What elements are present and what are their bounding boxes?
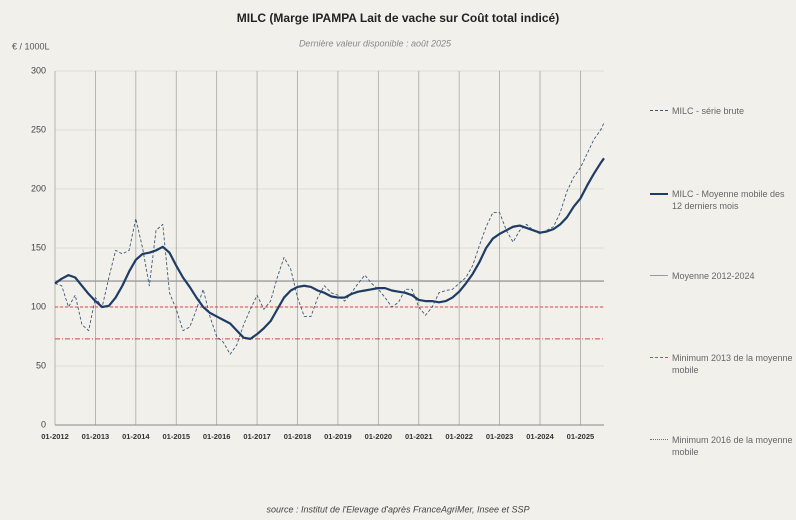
- chart-subtitle: Dernière valeur disponible : août 2025: [299, 38, 452, 48]
- y-tick-label: 0: [41, 419, 46, 429]
- legend-label: MILC - Moyenne mobile des 12 derniers mo…: [672, 189, 785, 211]
- legend-swatch: [650, 275, 668, 276]
- x-tick-label: 01-2014: [122, 432, 150, 441]
- legend-item: Minimum 2016 de la moyenne mobile: [650, 434, 796, 458]
- x-tick-label: 01-2023: [486, 432, 514, 441]
- x-tick-label: 01-2018: [284, 432, 312, 441]
- y-tick-label: 200: [31, 183, 46, 193]
- chart-title: MILC (Marge IPAMPA Lait de vache sur Coû…: [237, 11, 559, 25]
- x-tick-label: 01-2013: [82, 432, 110, 441]
- x-tick-label: 01-2019: [324, 432, 352, 441]
- series-line: [54, 122, 605, 355]
- legend-swatch: [650, 357, 668, 358]
- legend-swatch: [650, 110, 668, 111]
- x-tick-label: 01-2025: [567, 432, 595, 441]
- x-tick-label: 01-2024: [526, 432, 554, 441]
- x-tick-label: 01-2015: [162, 432, 190, 441]
- y-axis-label: € / 1000L: [12, 41, 50, 51]
- x-tick-label: 01-2021: [405, 432, 433, 441]
- y-tick-label: 50: [36, 360, 46, 370]
- y-tick-label: 250: [31, 124, 46, 134]
- x-tick-label: 01-2012: [41, 432, 69, 441]
- x-tick-label: 01-2017: [243, 432, 271, 441]
- x-tick-label: 01-2022: [445, 432, 473, 441]
- x-tick-label: 01-2016: [203, 432, 231, 441]
- legend-swatch: [650, 439, 668, 440]
- legend-label: Minimum 2013 de la moyenne mobile: [672, 353, 793, 375]
- legend-label: MILC - série brute: [672, 106, 745, 116]
- legend-item: Minimum 2013 de la moyenne mobile: [650, 352, 796, 376]
- legend-item: MILC - Moyenne mobile des 12 derniers mo…: [650, 188, 796, 212]
- series-line: [54, 157, 605, 340]
- legend-label: Moyenne 2012-2024: [672, 271, 755, 281]
- source: source : Institut de l'Elevage d'après F…: [266, 504, 529, 514]
- y-tick-label: 150: [31, 242, 46, 252]
- legend-label: Minimum 2016 de la moyenne mobile: [672, 435, 793, 457]
- legend-swatch: [650, 193, 668, 195]
- x-tick-label: 01-2020: [365, 432, 393, 441]
- legend-item: MILC - série brute: [650, 105, 796, 117]
- y-tick-label: 100: [31, 301, 46, 311]
- y-tick-label: 300: [31, 65, 46, 75]
- legend-item: Moyenne 2012-2024: [650, 270, 796, 282]
